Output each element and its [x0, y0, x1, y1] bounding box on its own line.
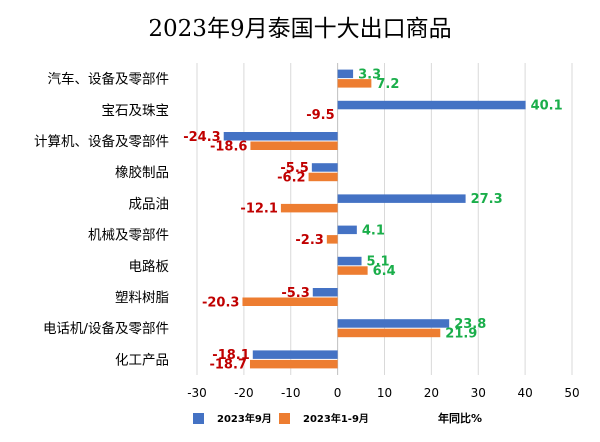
data-label-sep-8: 23.8 [454, 317, 486, 332]
bar-sep-0 [337, 69, 354, 79]
category-label: 塑料树脂 [115, 290, 169, 306]
bar-sep-2 [223, 132, 338, 141]
bar-sep-3 [311, 163, 338, 172]
bar-sep-4 [337, 194, 466, 203]
data-label-sep-2: -24.3 [183, 130, 220, 145]
legend-label-jan-sep-2023: 2023年1-9月 [303, 412, 369, 425]
category-labels: 汽车、设备及零部件宝石及珠宝计算机、设备及零部件橡胶制品成品油机械及零部件电路板… [34, 71, 169, 369]
bar-sep-1 [337, 100, 526, 110]
legend: 2023年9月 2023年1-9月 [193, 412, 369, 425]
data-label-sep-0: 3.3 [358, 67, 381, 82]
bar-sep-9 [252, 350, 338, 359]
category-label: 成品油 [129, 196, 170, 212]
data-label-sep-1: 40.1 [531, 99, 563, 114]
data-label-sep-7: -5.3 [281, 286, 309, 301]
x-tick-label: -10 [281, 386, 301, 400]
grid-layer [196, 63, 573, 375]
bar-sep-7 [312, 288, 338, 297]
category-label: 橡胶制品 [115, 164, 169, 181]
data-label-jan-sep-6: 6.4 [373, 264, 396, 279]
data-label-jan-sep-5: -2.3 [295, 233, 323, 248]
chart-title: 2023年9月泰国十大出口商品 [148, 16, 451, 42]
data-label-jan-sep-1: -9.5 [306, 108, 334, 123]
bar-sep-8 [337, 319, 450, 328]
data-label-sep-9: -18.1 [212, 348, 249, 363]
data-label-jan-sep-8: 21.9 [445, 326, 477, 341]
data-label-jan-sep-7: -20.3 [202, 295, 239, 310]
data-label-sep-6: 5.1 [367, 255, 390, 270]
category-label: 电路板 [129, 259, 170, 275]
bar-jan-sep-8 [337, 328, 441, 338]
category-label: 电话机/设备及零部件 [43, 320, 169, 337]
category-label: 机械及零部件 [88, 228, 169, 244]
bar-jan-sep-2 [250, 141, 338, 150]
category-label: 宝石及珠宝 [102, 103, 170, 119]
x-tick-label: -20 [234, 386, 254, 400]
bar-jan-sep-9 [249, 359, 338, 369]
bar-jan-sep-7 [242, 297, 338, 306]
data-label-jan-sep-2: -18.6 [210, 139, 247, 154]
x-tick-label: -30 [187, 386, 207, 400]
data-label-jan-sep-4: -12.1 [240, 202, 277, 217]
x-tick-label: 50 [564, 386, 579, 400]
x-tick-label: 10 [377, 386, 392, 400]
legend-swatch-sep-2023 [193, 413, 204, 424]
bar-jan-sep-6 [337, 266, 368, 275]
data-label-jan-sep-9: -18.7 [209, 358, 246, 373]
x-axis-title: 年同比% [438, 411, 482, 425]
x-tick-label: 0 [334, 386, 342, 400]
category-label: 汽车、设备及零部件 [48, 71, 170, 88]
bars-layer [223, 69, 526, 369]
data-label-sep-3: -5.5 [280, 161, 308, 176]
x-tick-label: 40 [517, 386, 532, 400]
bar-jan-sep-5 [326, 235, 338, 244]
x-tick-label: 30 [471, 386, 486, 400]
bar-jan-sep-0 [337, 79, 372, 88]
legend-label-sep-2023: 2023年9月 [217, 412, 272, 425]
category-label: 计算机、设备及零部件 [34, 133, 169, 150]
data-label-sep-5: 4.1 [362, 223, 385, 238]
data-label-jan-sep-0: 7.2 [376, 77, 399, 92]
x-tick-labels: -30 -20 -10 0 10 20 30 40 50 [187, 386, 579, 400]
bar-sep-5 [337, 225, 357, 235]
data-label-jan-sep-3: -6.2 [277, 170, 305, 185]
bar-sep-6 [337, 256, 362, 266]
data-label-sep-4: 27.3 [471, 192, 503, 207]
labels-layer: 3.3 40.1 -24.3 -5.5 27.3 4.1 5.1 -5.3 23.8 -18.1 7… [183, 67, 562, 372]
category-label: 化工产品 [115, 352, 169, 368]
bar-jan-sep-4 [280, 203, 338, 213]
x-tick-label: 20 [424, 386, 439, 400]
legend-swatch-jan-sep-2023 [279, 413, 290, 424]
bar-jan-sep-3 [308, 172, 338, 182]
